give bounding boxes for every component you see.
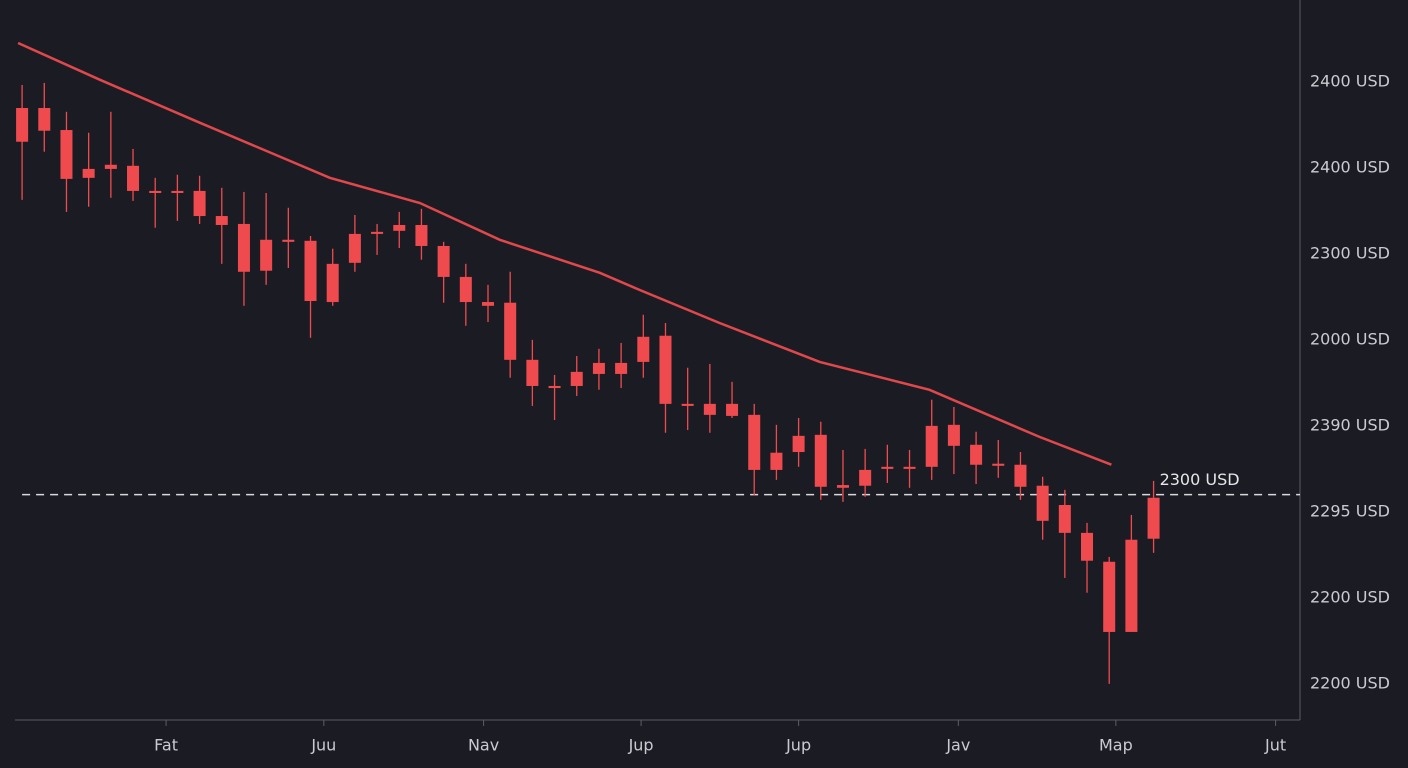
candle-body xyxy=(615,362,628,374)
y-tick-label: 2300 USD xyxy=(1310,243,1390,262)
x-tick-label: Jav xyxy=(945,736,970,755)
y-tick-label: 2200 USD xyxy=(1310,587,1390,606)
y-tick-label: 2400 USD xyxy=(1310,157,1390,176)
candle-body xyxy=(1147,497,1160,539)
candle-body xyxy=(415,224,428,246)
candle-body xyxy=(459,276,472,303)
candle-body xyxy=(504,302,517,360)
candle-body xyxy=(836,485,849,488)
y-tick-label: 2400 USD xyxy=(1310,71,1390,90)
x-tick-label: Jup xyxy=(785,736,811,755)
candle-body xyxy=(859,469,872,486)
candle-body xyxy=(770,452,783,470)
candle-body xyxy=(127,165,140,191)
candle-body xyxy=(304,240,317,302)
y-tick-label: 2200 USD xyxy=(1310,673,1390,692)
candle-body xyxy=(60,130,73,179)
candle-body xyxy=(1125,539,1138,632)
candle-body xyxy=(326,263,339,303)
candle-body xyxy=(925,425,938,467)
candle-body xyxy=(482,302,495,306)
candle-body xyxy=(393,224,406,231)
candle-body xyxy=(1036,485,1049,521)
candle-body xyxy=(526,359,539,386)
candle-body xyxy=(371,231,384,234)
candle-body xyxy=(726,403,739,416)
candle-body xyxy=(548,385,561,389)
candle-body xyxy=(193,190,206,217)
x-tick-label: Map xyxy=(1099,736,1133,755)
x-tick-label: Juu xyxy=(310,736,336,755)
candle-body xyxy=(570,371,583,386)
candle-body xyxy=(1014,464,1027,487)
candle-body xyxy=(282,239,295,242)
candle-body xyxy=(903,466,916,469)
candle-body xyxy=(881,466,894,469)
candle-body xyxy=(659,335,672,404)
candle-body xyxy=(1081,532,1094,561)
candle-body xyxy=(215,216,228,225)
candle-body xyxy=(1103,561,1116,632)
candle-body xyxy=(814,434,827,487)
candle-body xyxy=(260,239,273,271)
candle-body xyxy=(592,362,605,374)
candle-body xyxy=(947,424,960,446)
x-tick-label: Jut xyxy=(1264,736,1286,755)
candle-body xyxy=(38,108,51,131)
moving-average-line xyxy=(17,41,1112,466)
candle-body xyxy=(149,190,162,193)
candle-body xyxy=(703,403,716,415)
candle-body xyxy=(16,108,29,142)
candle-body xyxy=(171,190,184,193)
x-tick-label: Nav xyxy=(468,736,499,755)
candle-body xyxy=(82,168,95,178)
x-tick-label: Fat xyxy=(154,736,178,755)
candle-body xyxy=(970,444,983,465)
candle-body xyxy=(237,223,250,272)
candle-body xyxy=(748,414,761,470)
candle-body xyxy=(992,463,1005,466)
candle-body xyxy=(104,164,117,169)
candle-body xyxy=(681,403,694,406)
x-tick-label: Jup xyxy=(628,736,654,755)
candle-body xyxy=(437,245,450,277)
price-line-label: 2300 USD xyxy=(1160,470,1240,489)
candle-body xyxy=(348,233,361,263)
y-tick-label: 2390 USD xyxy=(1310,415,1390,434)
candle-body xyxy=(1058,504,1071,533)
y-tick-label: 2295 USD xyxy=(1310,501,1390,520)
candle-body xyxy=(792,435,805,453)
candle-body xyxy=(637,336,650,362)
y-tick-label: 2000 USD xyxy=(1310,329,1390,348)
